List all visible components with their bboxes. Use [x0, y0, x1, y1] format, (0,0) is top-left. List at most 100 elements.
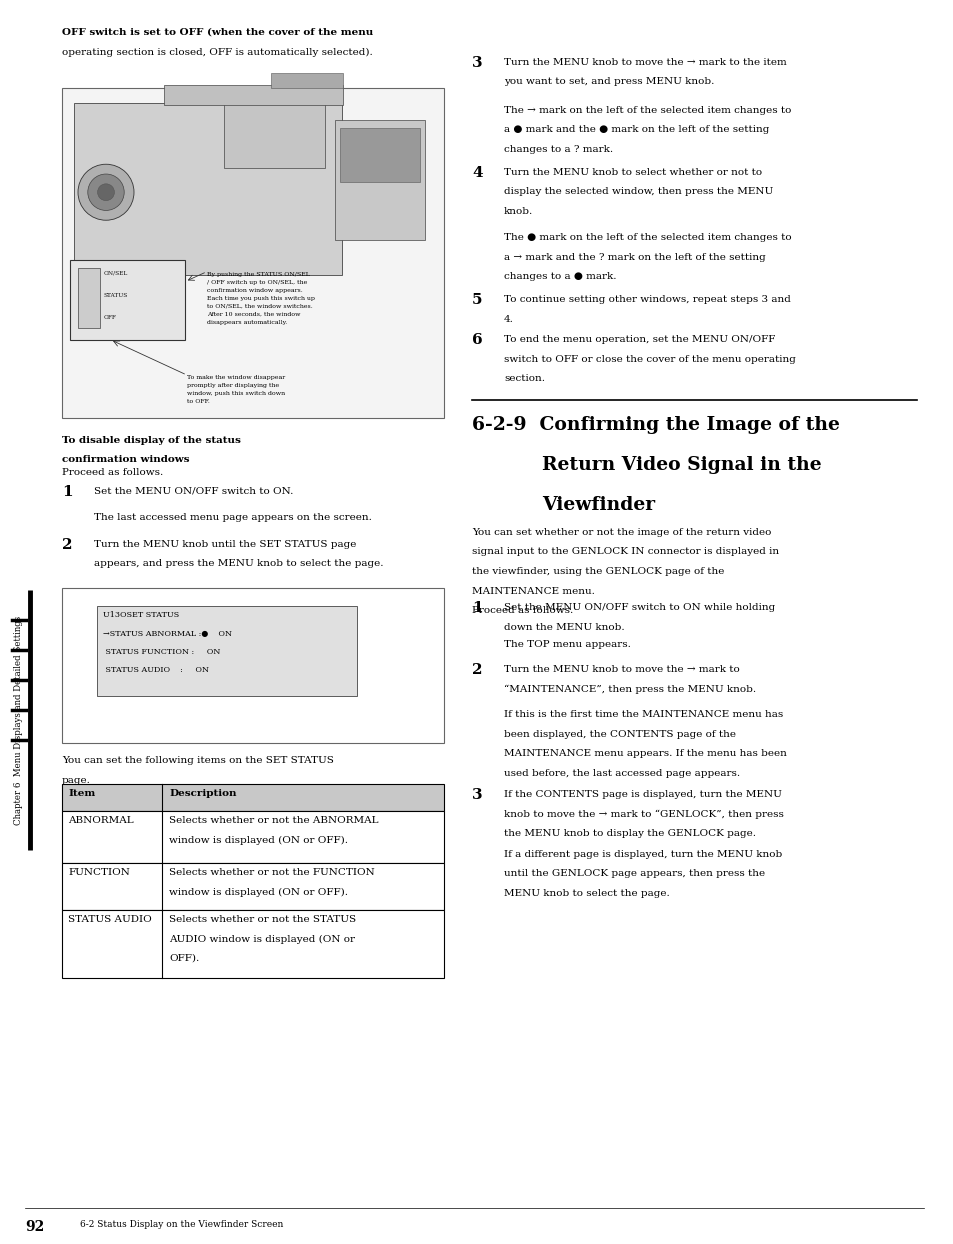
Text: 2: 2 — [472, 663, 482, 677]
Text: a → mark and the ? mark on the left of the setting: a → mark and the ? mark on the left of t… — [503, 253, 765, 261]
Bar — [62, 88, 443, 418]
Text: 6-2 Status Display on the Viewfinder Screen: 6-2 Status Display on the Viewfinder Scr… — [80, 1220, 283, 1229]
Text: After 10 seconds, the window: After 10 seconds, the window — [207, 312, 300, 317]
Text: 5: 5 — [472, 294, 482, 307]
Circle shape — [97, 184, 114, 200]
Text: The TOP menu appears.: The TOP menu appears. — [503, 639, 630, 649]
Bar — [78, 267, 100, 327]
Text: window, push this switch down: window, push this switch down — [187, 392, 285, 397]
Bar — [163, 85, 342, 104]
Text: until the GENLOCK page appears, then press the: until the GENLOCK page appears, then pre… — [503, 870, 764, 878]
Text: “MAINTENANCE”, then press the MENU knob.: “MAINTENANCE”, then press the MENU knob. — [503, 684, 756, 694]
Text: 1: 1 — [472, 601, 482, 615]
Text: Return Video Signal in the: Return Video Signal in the — [541, 457, 821, 474]
Text: If a different page is displayed, turn the MENU knob: If a different page is displayed, turn t… — [503, 850, 781, 860]
Text: 4.: 4. — [503, 315, 514, 323]
Text: changes to a ● mark.: changes to a ● mark. — [503, 272, 616, 281]
Text: Viewfinder: Viewfinder — [541, 496, 655, 514]
Text: a ● mark and the ● mark on the left of the setting: a ● mark and the ● mark on the left of t… — [503, 126, 768, 134]
Text: FUNCTION: FUNCTION — [68, 868, 130, 877]
Text: section.: section. — [503, 374, 544, 383]
Text: STATUS FUNCTION :     ON: STATUS FUNCTION : ON — [103, 648, 220, 656]
Bar — [340, 128, 419, 182]
Text: Chapter 6  Menu Displays and Detailed Settings: Chapter 6 Menu Displays and Detailed Set… — [14, 616, 24, 825]
Text: Selects whether or not the STATUS: Selects whether or not the STATUS — [169, 916, 355, 924]
Text: MAINTENANCE menu appears. If the menu has been: MAINTENANCE menu appears. If the menu ha… — [503, 749, 786, 758]
Text: Description: Description — [169, 789, 236, 797]
Text: 92: 92 — [25, 1220, 44, 1234]
Text: To disable display of the status: To disable display of the status — [62, 435, 240, 445]
Text: switch to OFF or close the cover of the menu operating: switch to OFF or close the cover of the … — [503, 355, 795, 363]
Text: Selects whether or not the ABNORMAL: Selects whether or not the ABNORMAL — [169, 816, 378, 825]
Text: appears, and press the MENU knob to select the page.: appears, and press the MENU knob to sele… — [94, 560, 383, 569]
Text: To continue setting other windows, repeat steps 3 and: To continue setting other windows, repea… — [503, 295, 790, 304]
Text: AUDIO window is displayed (ON or: AUDIO window is displayed (ON or — [169, 934, 355, 944]
Text: been displayed, the CONTENTS page of the: been displayed, the CONTENTS page of the — [503, 729, 735, 739]
Text: Proceed as follows.: Proceed as follows. — [472, 606, 573, 615]
Bar — [62, 811, 443, 863]
Text: 1: 1 — [62, 485, 72, 499]
Text: Turn the MENU knob to select whether or not to: Turn the MENU knob to select whether or … — [503, 168, 761, 177]
Text: / OFF switch up to ON/SEL, the: / OFF switch up to ON/SEL, the — [207, 280, 307, 285]
Text: ABNORMAL: ABNORMAL — [68, 816, 133, 825]
Text: used before, the last accessed page appears.: used before, the last accessed page appe… — [503, 769, 740, 778]
Bar — [70, 260, 185, 340]
Text: knob.: knob. — [503, 207, 533, 216]
Text: disappears automatically.: disappears automatically. — [207, 320, 287, 325]
Bar — [97, 606, 356, 695]
Text: Each time you push this switch up: Each time you push this switch up — [207, 296, 314, 301]
Text: changes to a ? mark.: changes to a ? mark. — [503, 146, 613, 154]
Text: 3: 3 — [472, 787, 482, 802]
Text: signal input to the GENLOCK IN connector is displayed in: signal input to the GENLOCK IN connector… — [472, 547, 779, 556]
Text: By pushing the STATUS ON/SEL: By pushing the STATUS ON/SEL — [207, 271, 310, 276]
Bar — [62, 911, 443, 978]
Text: you want to set, and press MENU knob.: you want to set, and press MENU knob. — [503, 77, 714, 87]
Text: the MENU knob to display the GENLOCK page.: the MENU knob to display the GENLOCK pag… — [503, 829, 755, 838]
Bar — [224, 103, 324, 168]
Text: If the CONTENTS page is displayed, turn the MENU: If the CONTENTS page is displayed, turn … — [503, 790, 781, 799]
Text: promptly after displaying the: promptly after displaying the — [187, 383, 279, 388]
Text: Turn the MENU knob to move the → mark to the item: Turn the MENU knob to move the → mark to… — [503, 58, 786, 67]
Text: down the MENU knob.: down the MENU knob. — [503, 622, 624, 632]
Bar — [62, 784, 443, 811]
Bar — [271, 73, 342, 88]
Text: Turn the MENU knob to move the → mark to: Turn the MENU knob to move the → mark to — [503, 666, 739, 674]
Text: You can set the following items on the SET STATUS: You can set the following items on the S… — [62, 756, 334, 765]
Text: MAINTENANCE menu.: MAINTENANCE menu. — [472, 586, 595, 596]
Text: 3: 3 — [472, 56, 482, 70]
Text: The last accessed menu page appears on the screen.: The last accessed menu page appears on t… — [94, 513, 372, 522]
Text: STATUS AUDIO: STATUS AUDIO — [68, 916, 152, 924]
Text: 6-2-9  Confirming the Image of the: 6-2-9 Confirming the Image of the — [472, 415, 839, 434]
Text: to OFF.: to OFF. — [187, 399, 210, 404]
Text: →STATUS ABNORMAL :●    ON: →STATUS ABNORMAL :● ON — [103, 629, 232, 638]
Text: window is displayed (ON or OFF).: window is displayed (ON or OFF). — [169, 887, 348, 897]
Text: The ● mark on the left of the selected item changes to: The ● mark on the left of the selected i… — [503, 233, 791, 243]
Circle shape — [78, 164, 133, 220]
Text: OFF).: OFF). — [169, 954, 199, 963]
Text: If this is the first time the MAINTENANCE menu has: If this is the first time the MAINTENANC… — [503, 710, 782, 719]
Bar — [74, 103, 342, 275]
Text: Selects whether or not the FUNCTION: Selects whether or not the FUNCTION — [169, 868, 375, 877]
Text: confirmation window appears.: confirmation window appears. — [207, 287, 302, 292]
Text: The → mark on the left of the selected item changes to: The → mark on the left of the selected i… — [503, 106, 791, 114]
Text: page.: page. — [62, 775, 91, 785]
Text: OFF switch is set to OFF (when the cover of the menu: OFF switch is set to OFF (when the cover… — [62, 29, 373, 37]
Text: To make the window disappear: To make the window disappear — [187, 376, 285, 381]
Text: Item: Item — [68, 789, 95, 797]
Text: To end the menu operation, set the MENU ON/OFF: To end the menu operation, set the MENU … — [503, 335, 775, 345]
Text: knob to move the → mark to “GENLOCK”, then press: knob to move the → mark to “GENLOCK”, th… — [503, 810, 783, 819]
Text: to ON/SEL, the window switches.: to ON/SEL, the window switches. — [207, 304, 313, 309]
Text: STATUS: STATUS — [104, 292, 128, 297]
Text: 2: 2 — [62, 537, 72, 552]
Circle shape — [88, 174, 124, 210]
Text: confirmation windows: confirmation windows — [62, 455, 190, 464]
Text: 4: 4 — [472, 165, 482, 180]
Text: display the selected window, then press the MENU: display the selected window, then press … — [503, 188, 773, 197]
Text: Proceed as follows.: Proceed as follows. — [62, 468, 163, 476]
Text: U13OSET STATUS: U13OSET STATUS — [103, 611, 179, 620]
Bar — [62, 863, 443, 911]
Text: STATUS AUDIO    :     ON: STATUS AUDIO : ON — [103, 666, 209, 674]
Text: ON/SEL: ON/SEL — [104, 271, 128, 276]
Bar — [335, 121, 424, 240]
Text: You can set whether or not the image of the return video: You can set whether or not the image of … — [472, 527, 771, 537]
